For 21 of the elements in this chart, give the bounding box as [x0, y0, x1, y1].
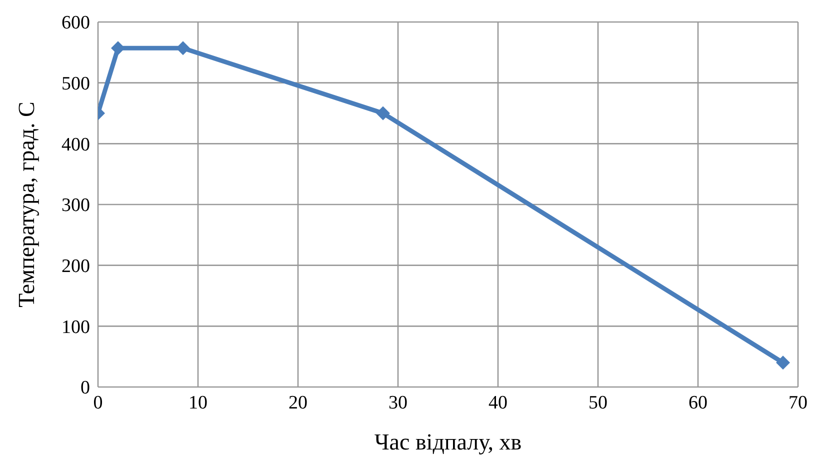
x-tick-label: 50 [588, 392, 608, 414]
y-tick-label: 600 [62, 12, 90, 34]
y-tick-label: 500 [62, 74, 90, 95]
point [376, 106, 390, 120]
point [776, 356, 790, 370]
y-tick-label: 300 [62, 195, 90, 216]
y-tick-label: 400 [62, 134, 90, 156]
x-tick-label: 70 [788, 392, 808, 414]
x-axis-title: Час відпалу, хв [374, 429, 522, 454]
y-tick-label: 200 [62, 256, 90, 278]
x-tick-label: 10 [188, 392, 208, 414]
point [111, 41, 125, 56]
y-axis-title: Температура, град. С [14, 102, 40, 308]
y-tick-label: 0 [80, 378, 90, 399]
x-tick-label: 20 [288, 392, 308, 414]
point [176, 41, 190, 56]
x-tick-label: 40 [488, 392, 508, 414]
y-tick-label: 100 [62, 316, 90, 338]
x-tick-label: 0 [93, 392, 103, 414]
x-tick-label: 60 [688, 392, 708, 414]
x-tick-label: 30 [388, 392, 408, 414]
